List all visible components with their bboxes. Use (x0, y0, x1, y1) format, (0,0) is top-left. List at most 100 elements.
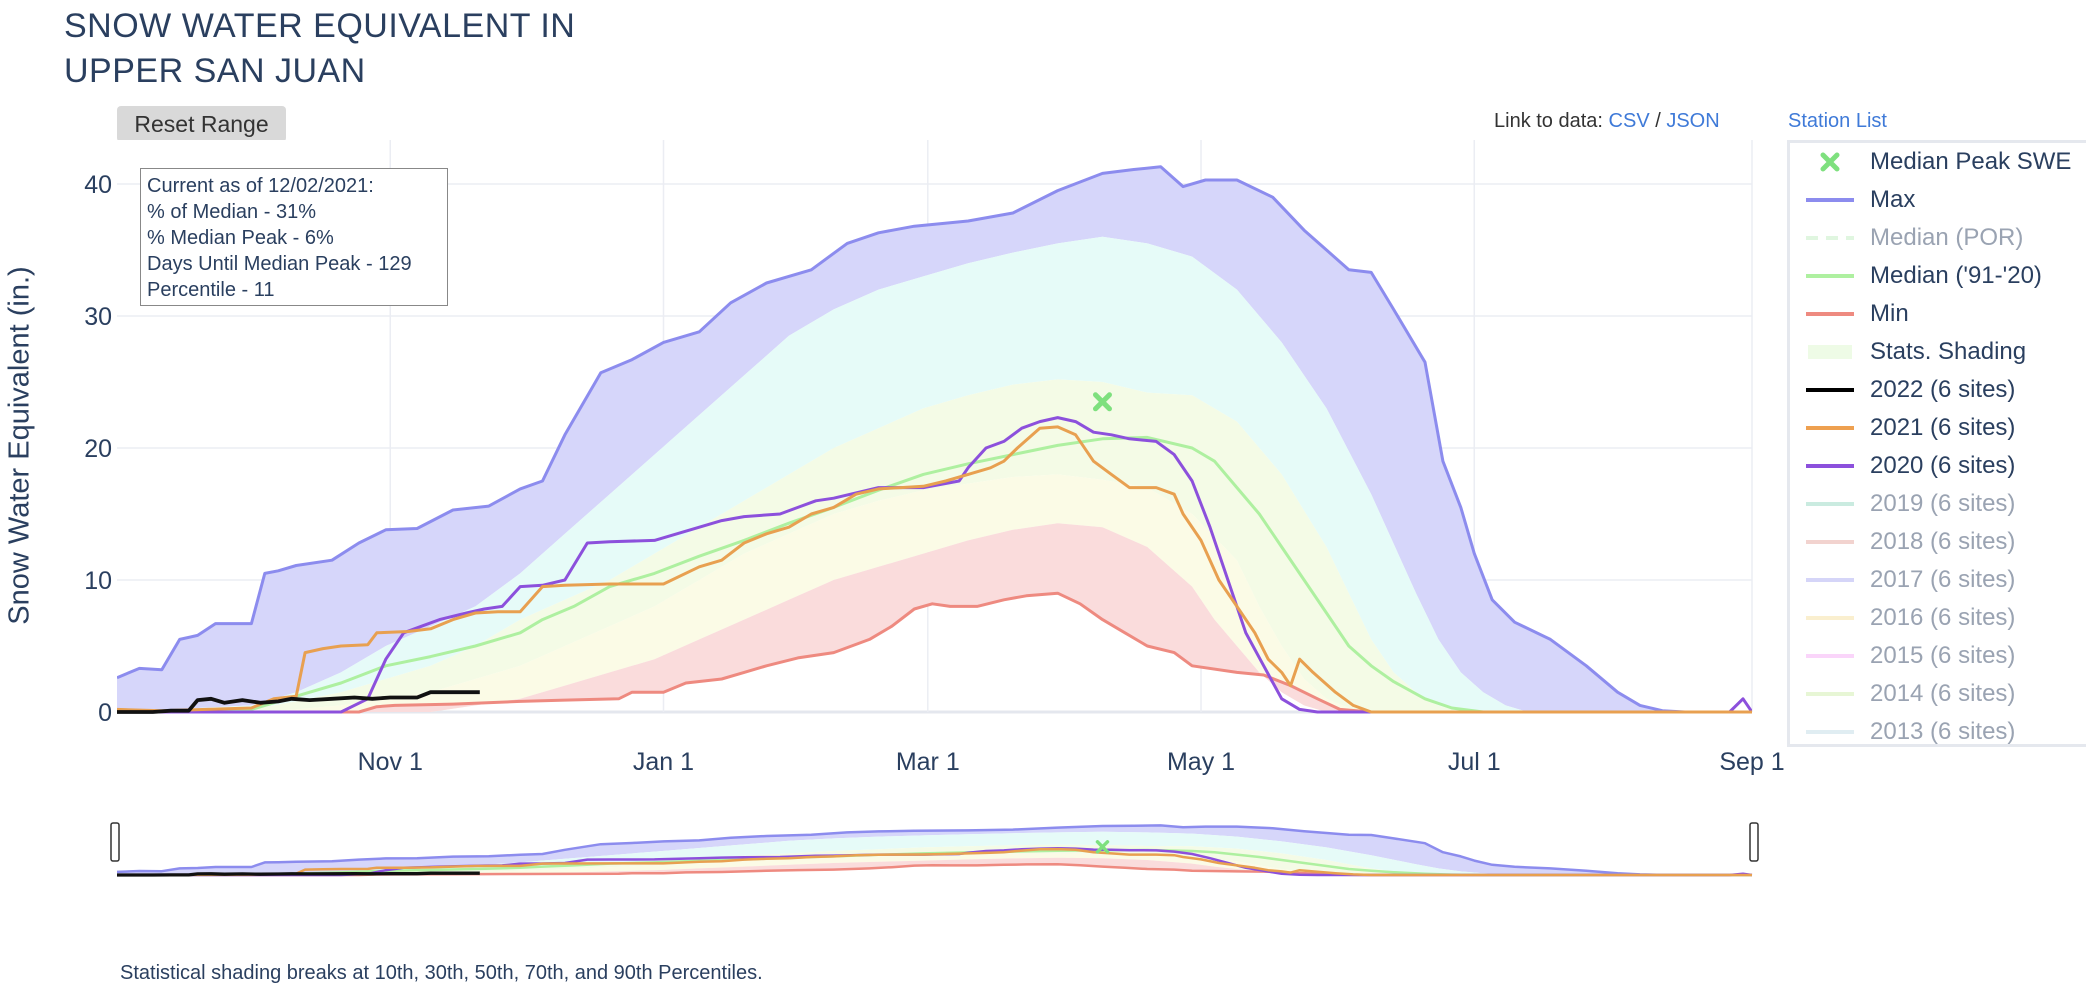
info-percent-median-peak: % Median Peak - 6% (147, 227, 334, 249)
legend-label: Median (POR) (1870, 224, 2024, 251)
legend-item[interactable]: Max (1790, 181, 2086, 219)
p30-band-mini (117, 857, 1752, 875)
legend-item[interactable]: 2018 (6 sites) (1790, 523, 2086, 561)
legend-label: 2015 (6 sites) (1870, 642, 2016, 669)
legend-swatch (1800, 295, 1860, 333)
station-list-container: Station List (1788, 110, 1887, 133)
max-band (117, 166, 1752, 713)
legend-swatch (1800, 333, 1860, 371)
legend-label: 2014 (6 sites) (1870, 680, 2016, 707)
legend-swatch (1800, 143, 1860, 181)
series-2022-line-mini (117, 871, 480, 877)
x-tick-label: Jan 1 (633, 748, 694, 776)
station-list-link[interactable]: Station List (1788, 110, 1887, 132)
legend-swatch (1800, 523, 1860, 561)
legend-item[interactable]: 2019 (6 sites) (1790, 485, 2086, 523)
legend-label: Min (1870, 300, 1909, 327)
legend-item[interactable]: Min (1790, 295, 2086, 333)
legend-swatch (1800, 447, 1860, 485)
series-2021-line-mini (116, 847, 1752, 877)
series-2022-line (117, 690, 480, 714)
max-line (117, 165, 1752, 714)
p50-band-mini (117, 853, 1752, 875)
legend-swatch (1800, 599, 1860, 637)
max-line-mini (116, 824, 1752, 877)
legend-item[interactable]: 2021 (6 sites) (1790, 409, 2086, 447)
series-2021-line (117, 425, 1752, 714)
y-tick-label: 20 (84, 435, 112, 463)
legend-swatch (1800, 637, 1860, 675)
legend-item[interactable]: Median Peak SWE (1790, 143, 2086, 181)
range-handle-left[interactable] (110, 822, 120, 862)
legend-item[interactable]: 2013 (6 sites) (1790, 713, 2086, 745)
info-percentile: Percentile - 11 (147, 279, 275, 301)
range-slider (110, 802, 1759, 878)
link-separator: / (1655, 110, 1661, 132)
chart-title-line2: UPPER SAN JUAN (64, 52, 366, 90)
legend-swatch (1800, 409, 1860, 447)
max-band-mini (117, 825, 1752, 875)
legend-item[interactable]: Stats. Shading (1790, 333, 2086, 371)
median-peak-marker-mini (1095, 840, 1110, 854)
legend-item[interactable]: 2017 (6 sites) (1790, 561, 2086, 599)
legend-item[interactable]: 2020 (6 sites) (1790, 447, 2086, 485)
legend-item[interactable]: 2014 (6 sites) (1790, 675, 2086, 713)
legend-swatch (1800, 713, 1860, 744)
x-tick-label: Nov 1 (358, 748, 423, 776)
legend-item[interactable]: Median (POR) (1790, 219, 2086, 257)
legend-label: 2017 (6 sites) (1870, 566, 2016, 593)
link-to-data-label: Link to data: (1494, 110, 1603, 132)
legend-swatch (1800, 561, 1860, 599)
chart-title: SNOW WATER EQUIVALENT IN UPPER SAN JUAN (64, 4, 575, 94)
current-conditions-box: Current as of 12/02/2021: % of Median - … (140, 168, 448, 306)
legend-label: Median ('91-'20) (1870, 262, 2042, 289)
min-line-mini (117, 862, 1752, 877)
y-tick-label: 40 (84, 171, 112, 199)
legend-label: 2018 (6 sites) (1870, 528, 2016, 555)
legend-label: Stats. Shading (1870, 338, 2027, 365)
plot-series (117, 165, 1752, 714)
p90-band (117, 236, 1752, 713)
csv-link[interactable]: CSV (1608, 110, 1650, 132)
legend-swatch (1800, 675, 1860, 713)
legend-swatch (1800, 257, 1860, 295)
x-tick-label: Sep 1 (1719, 748, 1784, 776)
min-line (117, 591, 1752, 714)
legend-label: 2020 (6 sites) (1870, 452, 2016, 479)
json-link[interactable]: JSON (1666, 110, 1720, 132)
legend-item[interactable]: Median ('91-'20) (1790, 257, 2086, 295)
y-tick-label: 0 (98, 699, 112, 727)
legend-label: 2013 (6 sites) (1870, 718, 2016, 745)
legend-swatch (1800, 219, 1860, 257)
legend-item[interactable]: 2022 (6 sites) (1790, 371, 2086, 409)
legend-label: 2021 (6 sites) (1870, 414, 2016, 441)
info-days-until-peak: Days Until Median Peak - 129 (147, 253, 412, 275)
x-tick-label: May 1 (1167, 748, 1235, 776)
median-peak-marker (1092, 392, 1112, 412)
x-tick-label: Jul 1 (1448, 748, 1501, 776)
p50-band (117, 474, 1752, 712)
legend-swatch (1800, 371, 1860, 409)
x-tick-label: Mar 1 (896, 748, 960, 776)
chart-legend: Median Peak SWE Max Median (POR) Median ('9… (1787, 140, 2086, 747)
legend-swatch (1800, 485, 1860, 523)
data-links: Link to data: CSV / JSON (1494, 110, 1720, 133)
legend-label: 2019 (6 sites) (1870, 490, 2016, 517)
legend-item[interactable]: 2015 (6 sites) (1790, 637, 2086, 675)
y-tick-label: 30 (84, 303, 112, 331)
legend-label: Max (1870, 186, 1916, 213)
median-9120-line (117, 435, 1752, 714)
legend-swatch (1800, 181, 1860, 219)
legend-label: 2022 (6 sites) (1870, 376, 2016, 403)
reset-range-button[interactable]: Reset Range (117, 106, 286, 142)
info-current-as-of: Current as of 12/02/2021: (147, 175, 374, 197)
info-percent-median: % of Median - 31% (147, 201, 316, 223)
legend-label: Median Peak SWE (1870, 148, 2072, 175)
footnote: Statistical shading breaks at 10th, 30th… (120, 962, 763, 984)
legend-item[interactable]: 2016 (6 sites) (1790, 599, 2086, 637)
y-tick-label: 10 (84, 567, 112, 595)
legend-label: 2016 (6 sites) (1870, 604, 2016, 631)
chart-title-line1: SNOW WATER EQUIVALENT IN (64, 7, 576, 45)
range-handle-right[interactable] (1749, 822, 1759, 862)
